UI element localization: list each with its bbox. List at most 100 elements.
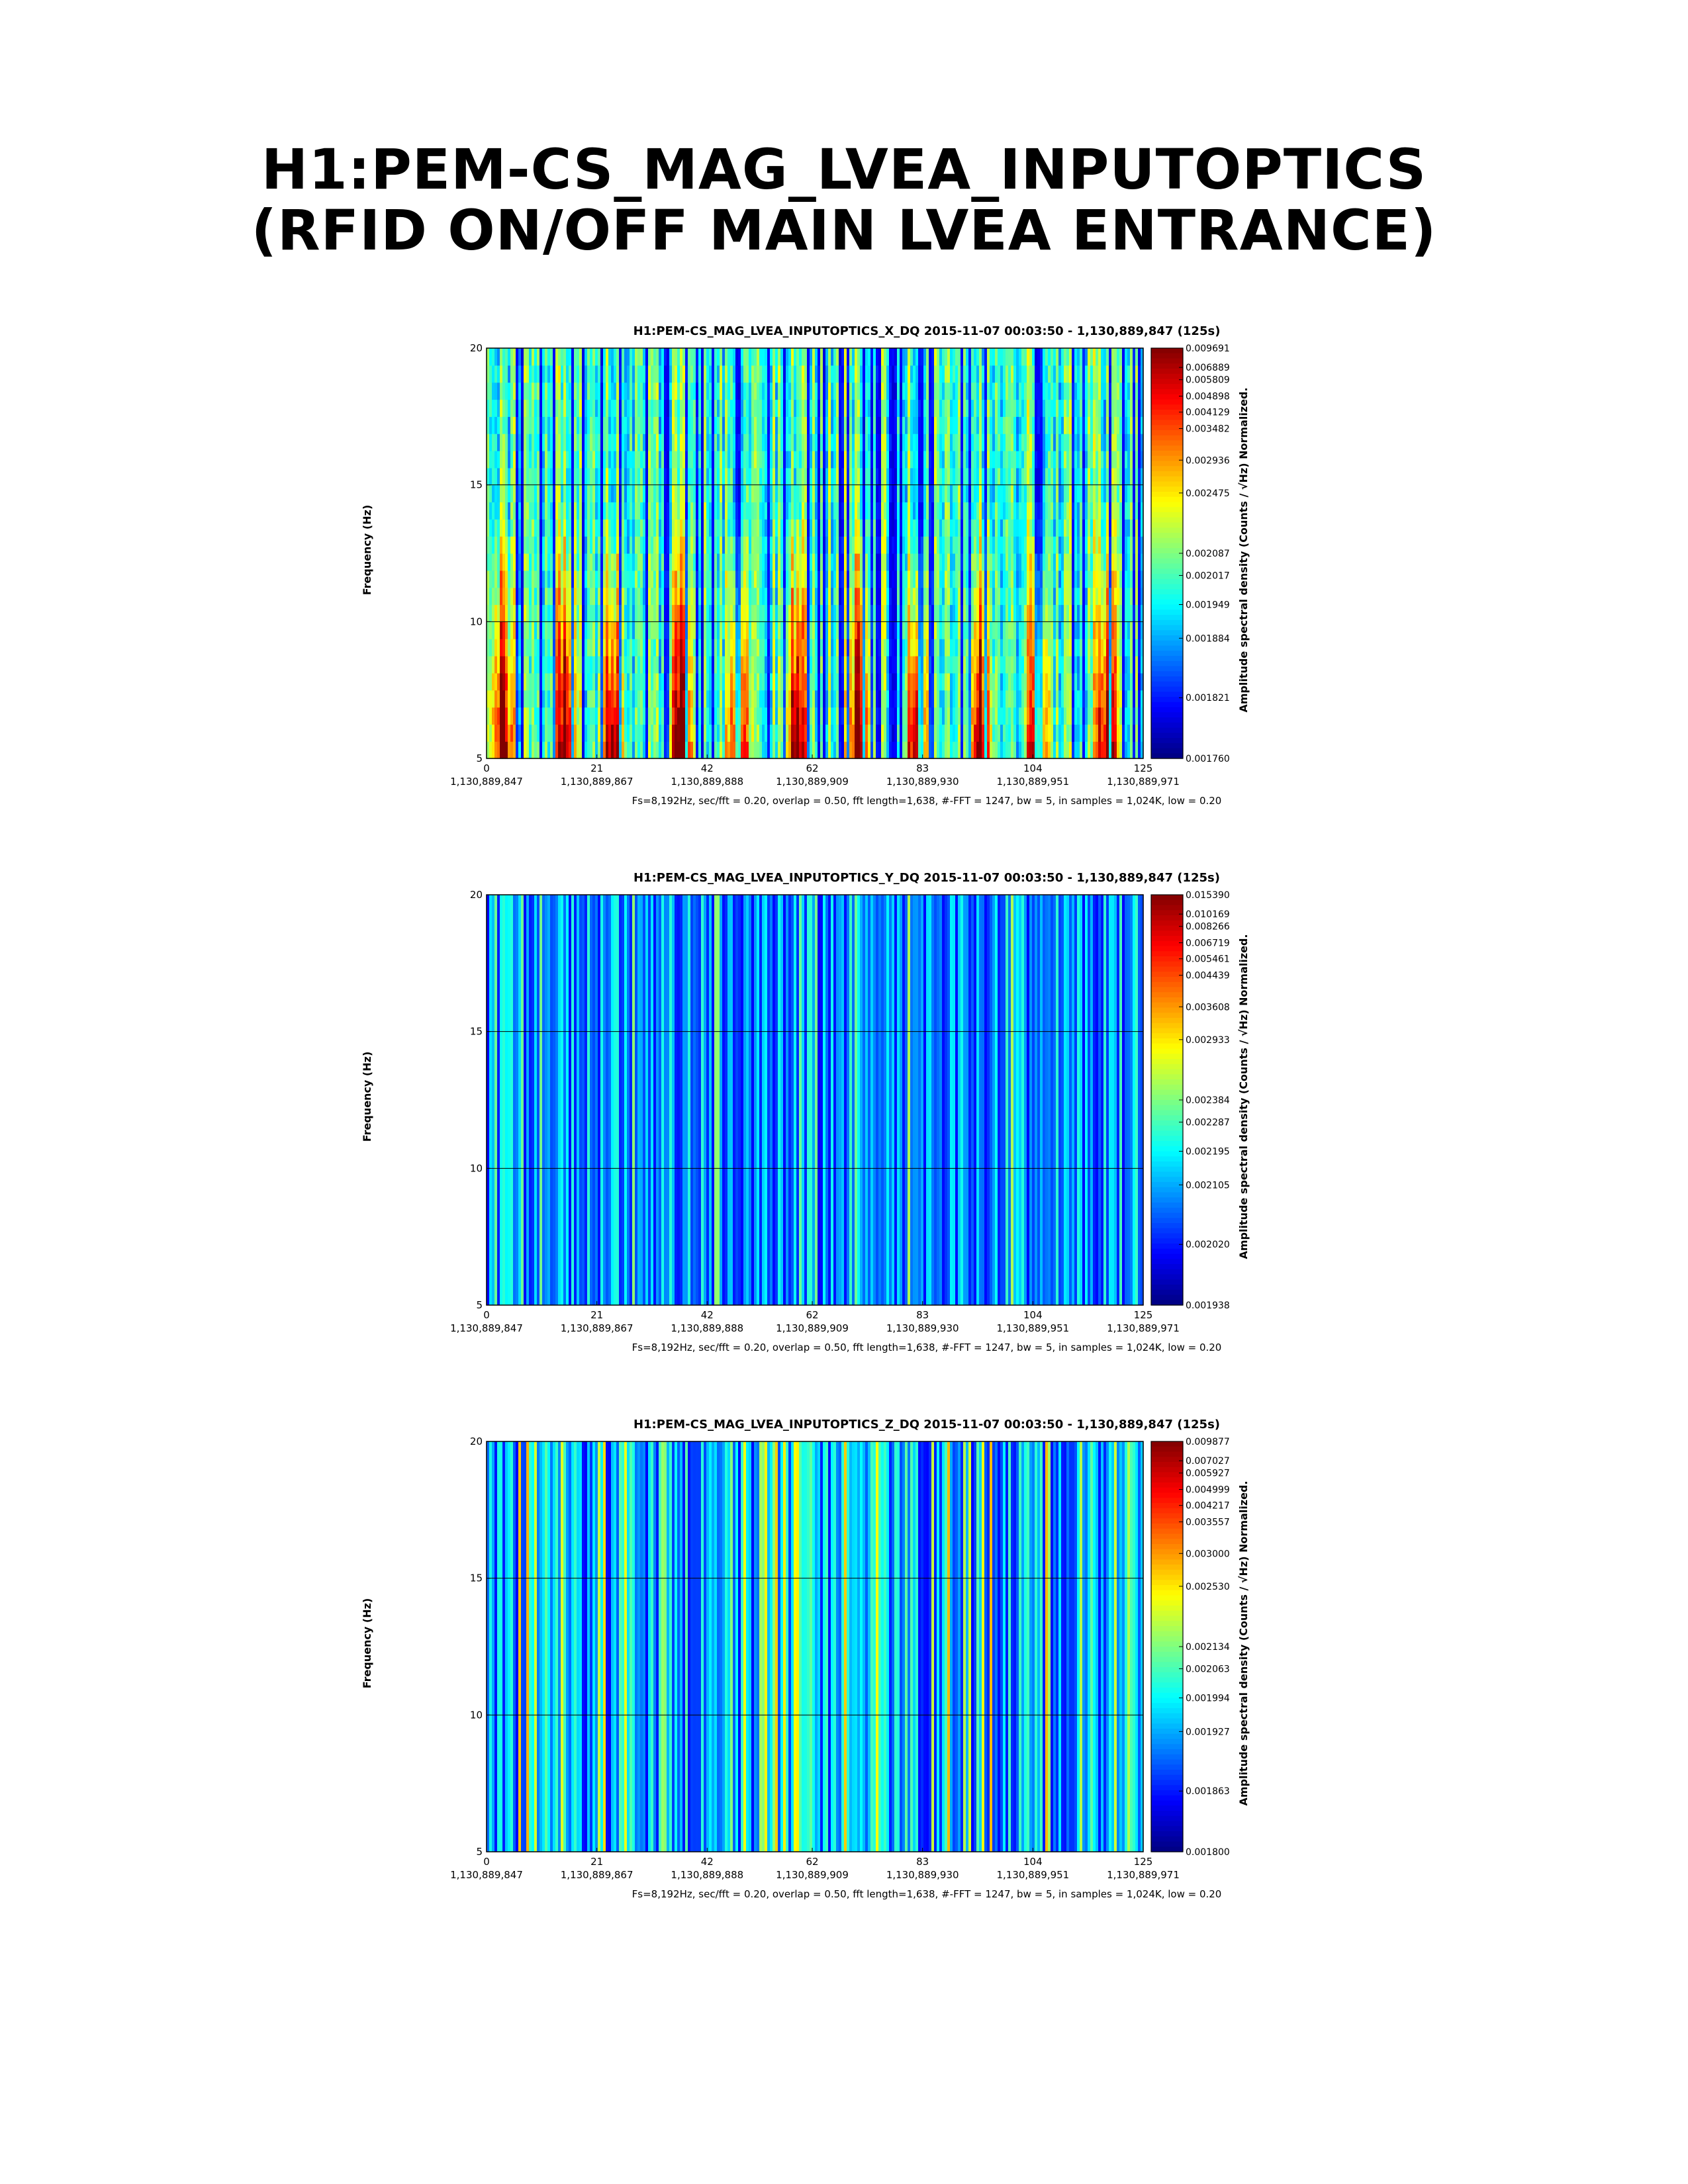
heatmap-cell <box>804 519 808 537</box>
heatmap-cell <box>492 382 495 400</box>
heatmap-cell <box>1019 416 1022 434</box>
heatmap-cell <box>868 348 871 366</box>
heatmap-cell <box>722 639 726 657</box>
heatmap-cell <box>608 433 612 451</box>
heatmap-cell <box>968 656 972 674</box>
heatmap-cell <box>884 433 887 451</box>
heatmap-cell <box>984 502 988 520</box>
heatmap-cell <box>929 519 932 537</box>
heatmap-cell <box>675 724 678 742</box>
heatmap-cell <box>765 672 768 691</box>
heatmap-cell <box>987 656 990 674</box>
heatmap-cell <box>976 502 980 520</box>
heatmap-cell <box>680 348 683 366</box>
heatmap-cell <box>659 741 662 759</box>
heatmap-cell <box>746 519 749 537</box>
heatmap-cell <box>574 587 577 606</box>
heatmap-cell <box>931 656 935 674</box>
heatmap-cell <box>672 724 675 742</box>
heatmap-cell <box>982 467 985 486</box>
heatmap-cell <box>775 382 778 400</box>
heatmap-cell <box>815 741 818 759</box>
heatmap-cell <box>547 724 551 742</box>
heatmap-cell <box>865 741 868 759</box>
heatmap-cell <box>921 741 924 759</box>
heatmap-cell <box>1000 467 1004 486</box>
heatmap-cell <box>566 399 569 417</box>
heatmap-cell <box>759 604 763 622</box>
heatmap-cell <box>587 672 590 691</box>
heatmap-cell <box>889 484 892 503</box>
heatmap-cell <box>751 348 755 366</box>
heatmap-cell <box>947 348 951 366</box>
heatmap-cell <box>738 639 741 657</box>
heatmap-cell <box>730 639 733 657</box>
heatmap-cell <box>550 741 553 759</box>
heatmap-cell <box>505 519 508 537</box>
heatmap-cell <box>968 639 972 657</box>
heatmap-cell <box>529 399 532 417</box>
heatmap-cell <box>839 621 842 639</box>
heatmap-cell <box>571 690 575 708</box>
heatmap-cell <box>579 707 583 725</box>
heatmap-cell <box>494 672 498 691</box>
heatmap-cell <box>966 604 969 622</box>
heatmap-cell <box>494 553 498 571</box>
heatmap-cell <box>902 502 906 520</box>
heatmap-cell <box>870 502 874 520</box>
heatmap-cell <box>635 484 638 503</box>
heatmap-cell <box>942 484 945 503</box>
heatmap-cell <box>547 365 551 383</box>
heatmap-cell <box>847 741 850 759</box>
heatmap-cell <box>693 502 696 520</box>
heatmap-cell <box>923 656 927 674</box>
heatmap-cell <box>979 741 982 759</box>
heatmap-cell <box>532 656 535 674</box>
heatmap-cell <box>873 690 876 708</box>
heatmap-cell <box>664 348 667 366</box>
heatmap-cell <box>561 502 564 520</box>
heatmap-cell <box>608 587 612 606</box>
heatmap-cell <box>913 724 916 742</box>
heatmap-cell <box>635 621 638 639</box>
heatmap-cell <box>754 690 757 708</box>
heatmap-cell <box>645 604 649 622</box>
heatmap-cell <box>910 587 914 606</box>
heatmap-cell <box>886 672 890 691</box>
heatmap-cell <box>746 604 749 622</box>
heatmap-cell <box>585 639 588 657</box>
heatmap-cell <box>807 741 810 759</box>
heatmap-cell <box>688 416 691 434</box>
heatmap-cell <box>571 604 575 622</box>
heatmap-cell <box>1000 639 1004 657</box>
heatmap-cell <box>908 707 911 725</box>
heatmap-cell <box>1019 587 1022 606</box>
heatmap-cell <box>1027 587 1030 606</box>
heatmap-cell <box>521 656 524 674</box>
heatmap-cell <box>659 672 662 691</box>
heatmap-cell <box>847 570 850 588</box>
heatmap-cell <box>566 741 569 759</box>
heatmap-cell <box>807 365 810 383</box>
heatmap-cell <box>870 741 874 759</box>
heatmap-cell <box>637 451 641 469</box>
heatmap-cell <box>669 467 673 486</box>
heatmap-cell <box>502 382 506 400</box>
heatmap-cell <box>947 639 951 657</box>
heatmap-cell <box>566 365 569 383</box>
heatmap-cell <box>553 639 556 657</box>
heatmap-cell <box>555 604 559 622</box>
heatmap-cell <box>902 656 906 674</box>
heatmap-cell <box>900 502 903 520</box>
heatmap-cell <box>688 502 691 520</box>
heatmap-cell <box>982 707 985 725</box>
heatmap-cell <box>592 433 596 451</box>
heatmap-cell <box>794 519 797 537</box>
heatmap-cell <box>1006 570 1009 588</box>
heatmap-cell <box>759 348 763 366</box>
heatmap-cell <box>553 621 556 639</box>
heatmap-cell <box>526 451 530 469</box>
heatmap-cell <box>923 741 927 759</box>
heatmap-cell <box>706 724 710 742</box>
heatmap-cell <box>645 348 649 366</box>
